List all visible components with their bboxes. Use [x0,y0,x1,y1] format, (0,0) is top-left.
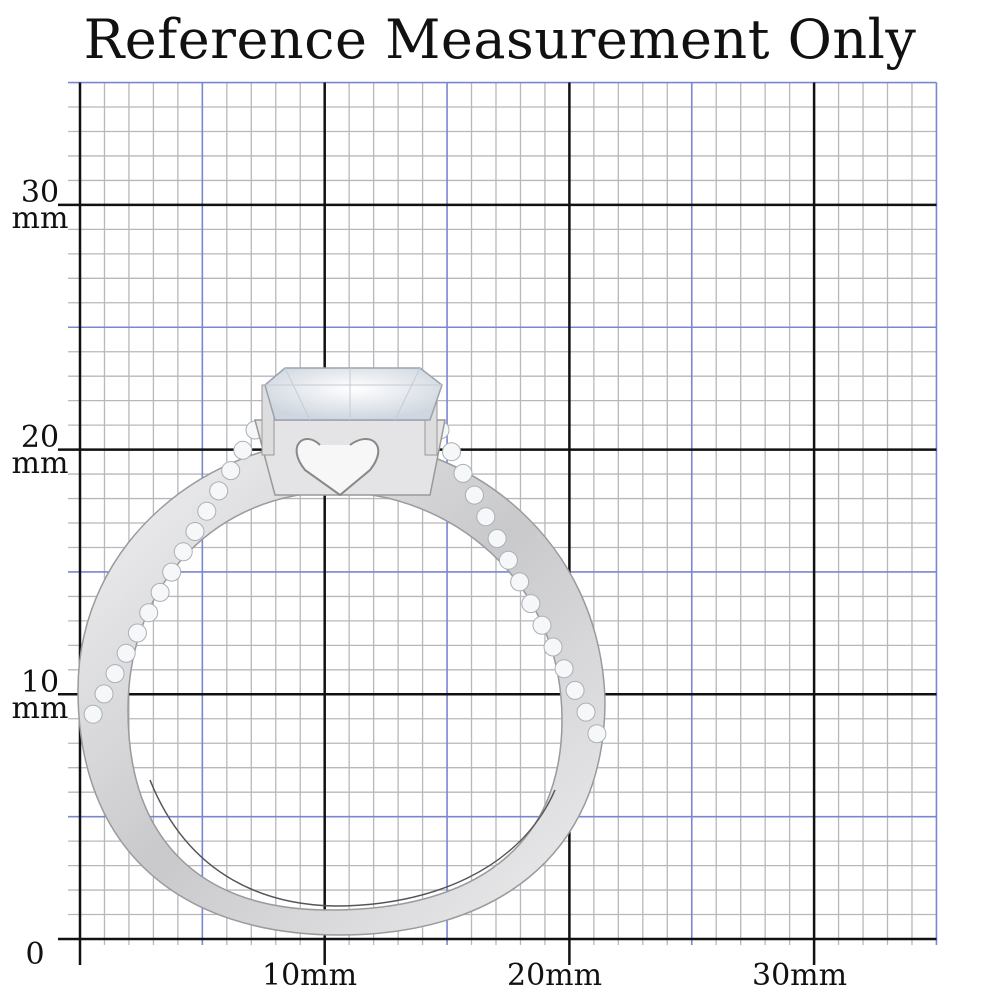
pave-stone [150,582,170,602]
pave-stone [116,643,136,663]
center-stone-setting [254,384,446,497]
x-label-20mm: 20mm [507,958,603,993]
pave-stone [197,501,217,521]
pave-stone [162,562,182,582]
pave-stone [587,724,607,744]
pave-stone [554,659,574,679]
pave-stone [94,684,114,704]
pave-stone [233,440,253,460]
pave-stones [83,420,607,744]
pave-stone [565,680,585,700]
pave-stone [453,463,473,483]
pave-stone [510,572,530,592]
pave-stone [209,481,229,501]
x-label-30mm: 30mm [752,958,848,993]
pave-stone [487,529,507,548]
pave-stone [185,522,205,541]
pave-stone [543,637,563,657]
x-label-10mm: 10mm [262,958,358,993]
pave-stone [521,594,541,614]
pave-stone [442,442,462,462]
pave-stone [464,485,484,505]
pave-stone [139,603,159,623]
pave-stone [127,623,147,643]
pave-stone [83,704,103,724]
pave-stone [173,542,193,562]
pave-stone [576,702,596,722]
ring-band [77,439,606,936]
y-label-20: 20 mm [11,420,69,481]
page-title: Reference Measurement Only [83,8,917,71]
pave-stone [105,664,125,684]
pave-stone [221,461,241,481]
pave-stone [532,615,552,635]
pave-stone [498,550,518,570]
center-stone [264,367,443,421]
pave-stone [476,507,496,527]
y-label-30: 30 mm [11,175,69,236]
y-label-0: 0 [25,937,45,972]
y-label-10: 10 mm [11,665,69,726]
